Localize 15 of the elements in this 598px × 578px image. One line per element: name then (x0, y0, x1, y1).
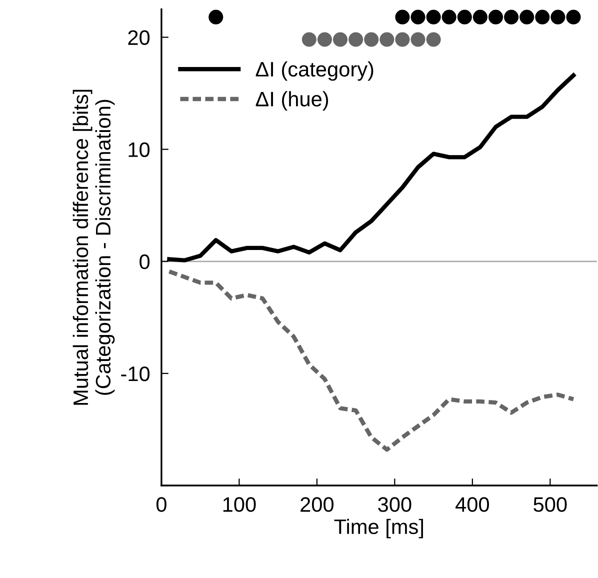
y-tick-label: 0 (140, 254, 150, 270)
x-tick-label: 100 (223, 497, 256, 512)
y-tick-label: 10 (128, 142, 150, 158)
x-tick-label: 500 (534, 497, 567, 512)
x-tick-label: 300 (378, 497, 412, 512)
x-tick-label: 200 (300, 497, 334, 512)
y-tick-label: 20 (128, 30, 150, 46)
y-axis-title: Mutual information difference [bits] (Categorization - Discrimination) (72, 90, 115, 405)
legend-label: ΔI (hue) (256, 91, 328, 111)
x-axis-title: Time [ms] (334, 518, 423, 538)
x-tick-label: 0 (156, 497, 166, 512)
x-tick-label: 400 (456, 497, 489, 512)
legend-label: ΔI (category) (256, 61, 374, 81)
line-series (167, 269, 576, 452)
y-tick-label: -10 (121, 366, 150, 382)
